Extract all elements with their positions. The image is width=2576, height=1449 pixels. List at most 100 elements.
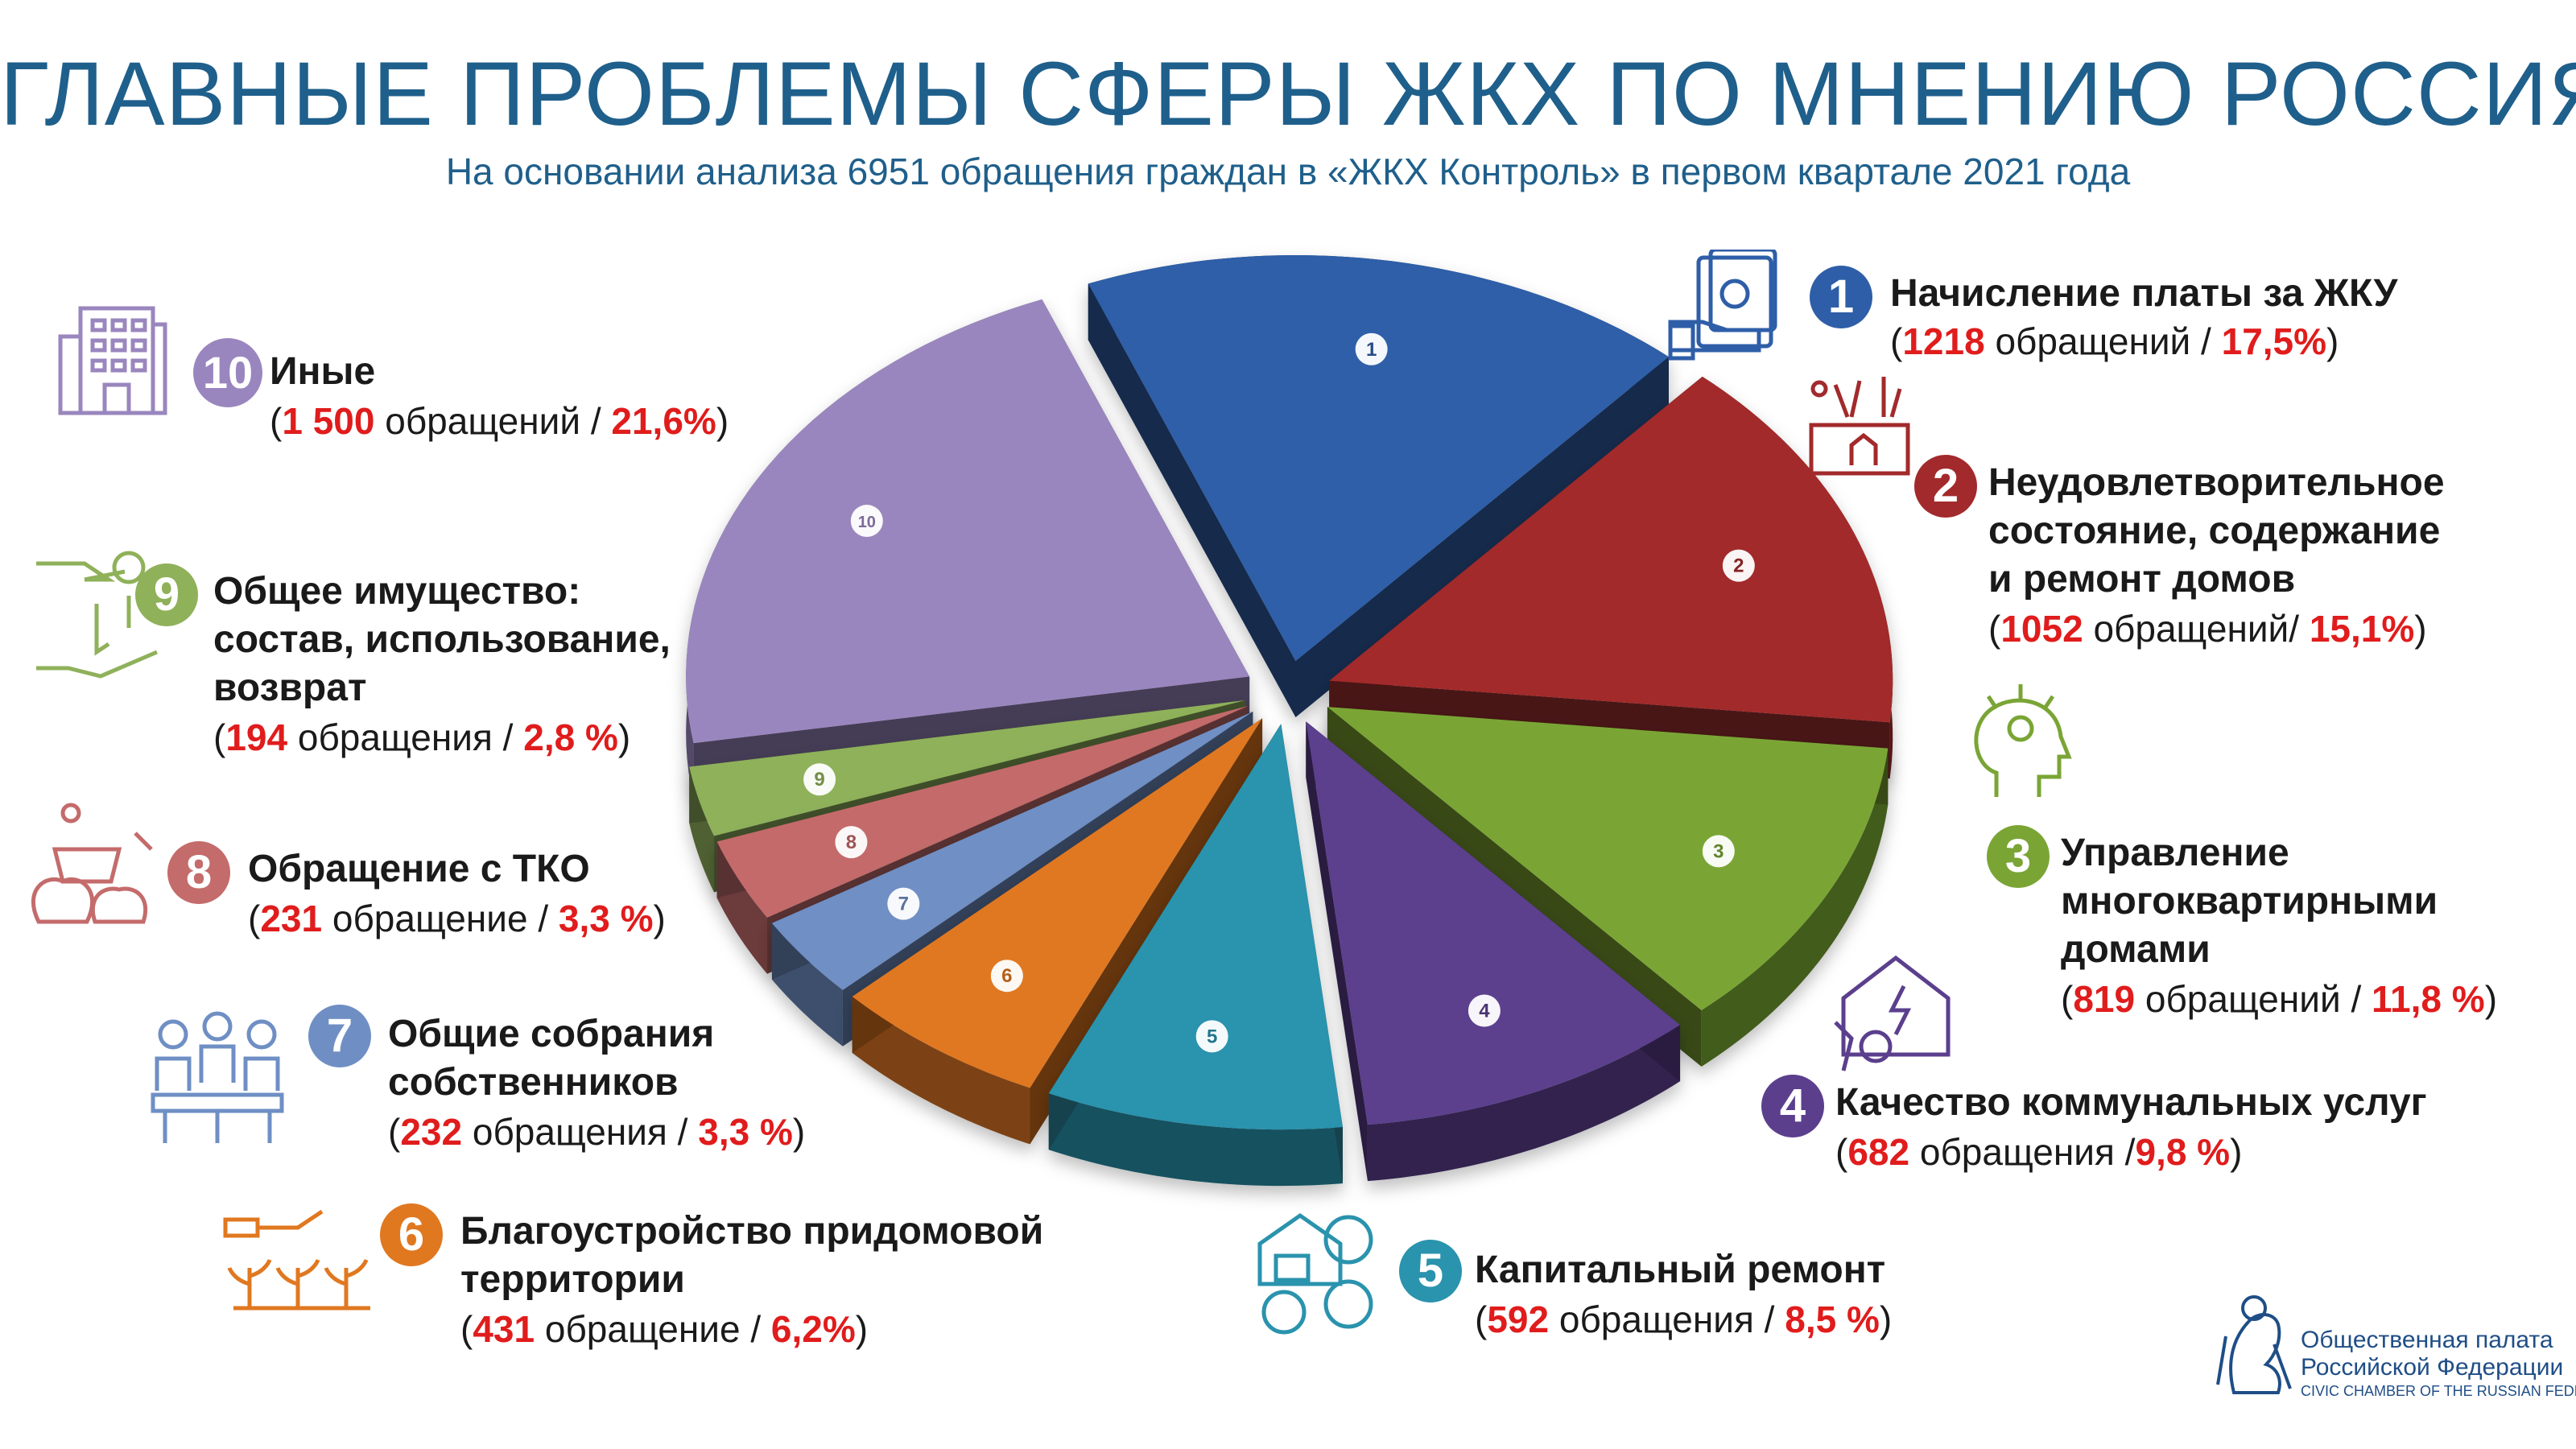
legend-title-5: Капитальный ремонт [1475, 1249, 1886, 1291]
legend-title-3b: многоквартирными [2061, 880, 2438, 923]
separator-5: / [1753, 1298, 1785, 1340]
slice-number-marker-10 [850, 505, 883, 538]
pie-slice-top-2 [1329, 376, 1893, 723]
legend-title-6a: Благоустройство придомовой [460, 1210, 1044, 1253]
percent-6: 6,2% [770, 1308, 856, 1350]
separator-1: / [2190, 320, 2222, 362]
percent-5: 8,5 % [1785, 1298, 1880, 1340]
percent-1: 17,5% [2221, 320, 2327, 362]
number-badge-4: 4 [1761, 1075, 1824, 1137]
percent-4: 9,8 % [2135, 1131, 2231, 1173]
office-building-icon [58, 306, 167, 415]
head-idea-icon [1974, 684, 2072, 797]
percent-3: 11,8 % [2372, 978, 2485, 1020]
count-3: 819 [2073, 978, 2136, 1020]
count-word-4: обращения [1919, 1131, 2115, 1173]
sprouts-icon [223, 1209, 370, 1311]
pie-slice-top-4 [1306, 721, 1681, 1125]
number-badge-2: 2 [1914, 455, 1977, 518]
key-hand-icon [36, 551, 158, 679]
garbage-bags-icon [31, 803, 153, 924]
count-word-8: обращение [332, 898, 528, 939]
legend-title-10: Иные [270, 350, 376, 393]
slice-number-label-3: 3 [1713, 840, 1724, 862]
pie-slice-4 [1306, 721, 1681, 1182]
number-badge-1: 1 [1810, 266, 1872, 328]
separator-9: / [492, 716, 524, 758]
count-word-1: обращений [1995, 320, 2191, 362]
legend-title-9b: состав, использование, [213, 618, 671, 661]
count-word-2: обращений [2093, 608, 2289, 650]
percent-2: 15,1% [2309, 608, 2415, 650]
legend-title-9a: Общее имущество: [213, 570, 581, 613]
money-hand-icon [1668, 250, 1777, 361]
pie-slice-1 [1088, 255, 1669, 717]
legend-stat-9: (194 обращения / 2,8 %) [213, 716, 631, 758]
legend-title-2b: состояние, содержание [1988, 510, 2441, 552]
slice-number-marker-5 [1195, 1020, 1228, 1053]
number-badge-3: 3 [1987, 825, 2050, 888]
pie-slice-5 [1048, 724, 1343, 1187]
slice-number-marker-9 [803, 763, 836, 796]
count-10: 1 500 [282, 400, 375, 442]
legend-title-7b: собственников [388, 1061, 679, 1104]
separator-8: / [527, 898, 559, 939]
tools-house-icon [1809, 377, 1910, 476]
slice-number-label-8: 8 [846, 832, 857, 853]
slice-number-marker-3 [1702, 835, 1735, 868]
count-word-6: обращение [544, 1308, 741, 1350]
legend-stat-10: (1 500 обращений / 21,6%) [270, 400, 729, 442]
pie-slice-top-1 [1088, 255, 1669, 661]
count-9: 194 [225, 716, 288, 758]
separator-2: / [2289, 608, 2310, 650]
legend-stat-5: (592 обращения / 8,5 %) [1475, 1298, 1893, 1340]
count-2: 1052 [2000, 608, 2083, 650]
legend-stat-2: (1052 обращений/ 15,1%) [1988, 608, 2427, 650]
percent-7: 3,3 % [698, 1111, 793, 1153]
house-repair-icon [1257, 1212, 1373, 1335]
count-8: 231 [260, 898, 323, 939]
pie-slice-side-6 [852, 996, 1030, 1145]
page-title: ГЛАВНЫЕ ПРОБЛЕМЫ СФЕРЫ ЖКХ ПО МНЕНИЮ РОС… [0, 43, 2576, 144]
page-subtitle: На основании анализа 6951 обращения граж… [445, 151, 2131, 192]
slice-number-label-9: 9 [814, 769, 824, 791]
legend-title-3a: Управление [2061, 832, 2289, 874]
separator-10: / [580, 400, 612, 442]
slice-number-label-2: 2 [1733, 555, 1744, 577]
legend-title-8: Обращение с ТКО [248, 848, 590, 890]
count-word-9: обращения [297, 716, 493, 758]
slice-number-marker-1 [1355, 332, 1388, 365]
separator-4: / [2114, 1131, 2136, 1173]
legend-title-3c: домами [2061, 928, 2211, 971]
pie-slice-top-9 [689, 700, 1245, 836]
slice-number-label-6: 6 [1001, 965, 1012, 987]
separator-3: / [2340, 978, 2372, 1020]
legend-stat-8: (231 обращение / 3,3 %) [248, 898, 666, 939]
legend-title-4: Качество коммунальных услуг [1835, 1081, 2427, 1124]
number-badge-5: 5 [1399, 1240, 1462, 1302]
count-word-7: обращения [472, 1111, 667, 1153]
logo-line-3: CIVIC CHAMBER OF THE RUSSIAN FEDERATION [2301, 1383, 2576, 1399]
pie-slice-wall-1-0 [1088, 283, 1296, 717]
percent-9: 2,8 % [523, 716, 618, 758]
meeting-icon [151, 1011, 284, 1143]
legend-stat-4: (682 обращения /9,8 %) [1835, 1131, 2243, 1173]
logo-line-2: Российской Федерации [2301, 1354, 2564, 1381]
slice-number-marker-6 [990, 960, 1023, 993]
count-7: 232 [400, 1111, 463, 1153]
slice-number-label-4: 4 [1479, 1000, 1490, 1022]
percent-10: 21,6% [611, 400, 716, 442]
count-word-5: обращения [1558, 1298, 1754, 1340]
pie-slice-top-3 [1327, 707, 1889, 1010]
count-4: 682 [1847, 1131, 1910, 1173]
pie-slice-top-10 [686, 299, 1250, 744]
legend-title-6b: территории [460, 1258, 685, 1301]
number-badge-8: 8 [167, 841, 230, 904]
count-word-10: обращений [385, 400, 581, 442]
logo-line-1: Общественная палата [2301, 1327, 2553, 1353]
slice-number-label-5: 5 [1207, 1026, 1217, 1047]
legend-title-9c: возврат [213, 667, 367, 709]
percent-8: 3,3 % [558, 898, 654, 939]
pie-slice-top-8 [716, 706, 1249, 918]
